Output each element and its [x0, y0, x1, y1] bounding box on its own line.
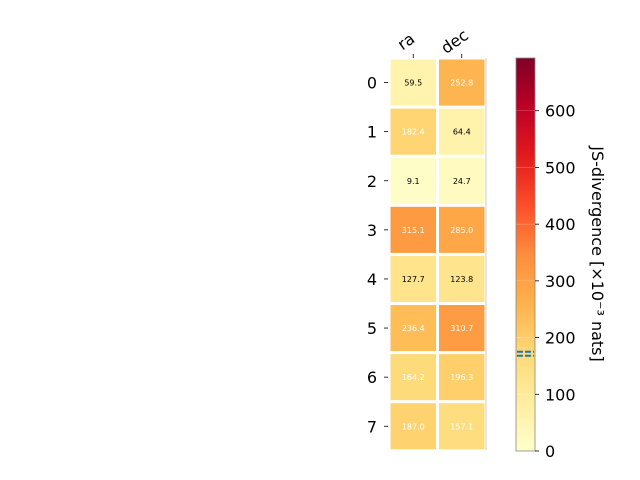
row-tick-label: 2 [367, 172, 377, 191]
heatmap-cell [439, 157, 485, 204]
heatmap-cell [439, 255, 485, 302]
heatmap-cell-value: 24.7 [453, 177, 471, 186]
column-tick-label: dec [437, 25, 471, 57]
heatmap-cell-value: 187.0 [402, 422, 425, 431]
colorbar-tick-label: 100 [545, 385, 576, 404]
colorbar-tick-label: 500 [545, 158, 576, 177]
row-tick-label: 5 [367, 319, 377, 338]
column-axis: ra dec [394, 25, 472, 58]
row-tick-label: 1 [367, 123, 377, 142]
heatmap-cell [439, 403, 485, 450]
row-tick-label: 3 [367, 221, 377, 240]
heatmap-cell [439, 59, 485, 106]
heatmap-cell-value: 164.2 [402, 373, 425, 382]
heatmap-cell [390, 305, 436, 352]
column-tick-label: ra [394, 29, 418, 54]
heatmap-cell [439, 206, 485, 253]
heatmap-cell [390, 59, 436, 106]
colorbar-markers [517, 350, 534, 357]
row-tick-label: 6 [367, 368, 377, 387]
colorbar-label: JS-divergence [×10⁻³ nats] [588, 145, 607, 361]
heatmap-cell-value: 196.3 [450, 373, 473, 382]
heatmap-cell [390, 255, 436, 302]
colorbar-tick-label: 300 [545, 272, 576, 291]
heatmap-cell-value: 236.4 [402, 324, 425, 333]
heatmap-cell [390, 108, 436, 155]
colorbar-tick-label: 0 [545, 442, 555, 461]
heatmap-cell-labels: 59.5 252.8 182.4 64.4 9.1 24.7 315.1 285.0 127.7… [402, 79, 473, 432]
row-tick-label: 7 [367, 417, 377, 436]
heatmap-cell-value: 127.7 [402, 275, 425, 284]
heatmap-cell-value: 59.5 [404, 79, 422, 88]
heatmap-cell-value: 64.4 [453, 128, 471, 137]
heatmap-cell [439, 108, 485, 155]
heatmap-cell-value: 182.4 [402, 128, 425, 137]
heatmap-cells [390, 59, 485, 450]
heatmap-cell [390, 403, 436, 450]
colorbar: 0 100 200 300 400 500 600 JS-divergence [×10⁻³… [515, 57, 607, 461]
heatmap-cell [390, 206, 436, 253]
heatmap-cell-value: 315.1 [402, 226, 425, 235]
row-axis: 0 1 2 3 4 5 6 7 [367, 74, 388, 436]
heatmap-cell-value: 285.0 [450, 226, 473, 235]
heatmap-cell [390, 354, 436, 401]
heatmap-cell-value: 9.1 [407, 177, 420, 186]
heatmap-cell-value: 157.1 [450, 422, 473, 431]
colorbar-gridlines [516, 110, 535, 395]
colorbar-tick-label: 200 [545, 329, 576, 348]
heatmap-cell [439, 305, 485, 352]
row-tick-label: 0 [367, 74, 377, 93]
colorbar-ticks: 0 100 200 300 400 500 600 [535, 102, 576, 461]
colorbar-tick-label: 600 [545, 102, 576, 121]
row-tick-label: 4 [367, 270, 377, 289]
heatmap-cell-value: 310.7 [450, 324, 473, 333]
heatmap-cell [390, 157, 436, 204]
colorbar-gradient [515, 57, 536, 452]
colorbar-tick-label: 400 [545, 215, 576, 234]
heatmap-cell [439, 354, 485, 401]
heatmap-cell-value: 252.8 [450, 79, 473, 88]
heatmap-cell-value: 123.8 [450, 275, 473, 284]
